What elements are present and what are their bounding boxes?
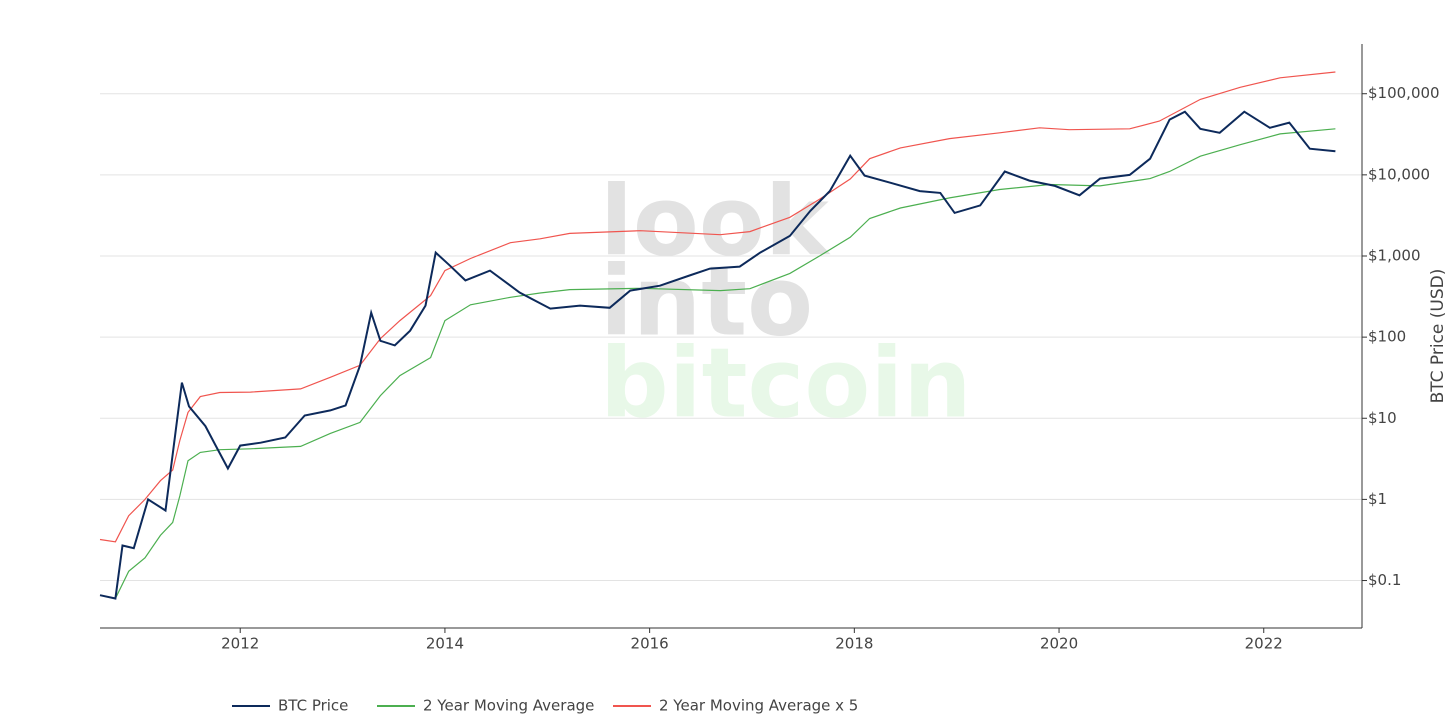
x-tick-label: 2012	[221, 635, 259, 653]
legend-label: 2 Year Moving Average x 5	[659, 697, 858, 715]
y-tick-label: $10	[1368, 409, 1397, 427]
y-tick-label: $1	[1368, 490, 1387, 508]
line-series	[99, 71, 1336, 543]
legend-label: 2 Year Moving Average	[423, 697, 594, 715]
legend-label: BTC Price	[278, 697, 348, 715]
x-tick-label: 2018	[835, 635, 873, 653]
x-tick-label: 2016	[631, 635, 669, 653]
x-tick-label: 2020	[1040, 635, 1078, 653]
y-tick-label: $0.1	[1368, 571, 1401, 589]
y-tick-label: $1,000	[1368, 246, 1421, 264]
line-series	[99, 110, 1336, 600]
x-tick-label: 2022	[1245, 635, 1283, 653]
watermark: bitcoin	[600, 327, 972, 439]
y-tick-label: $100	[1368, 328, 1406, 346]
y-tick-label: $100,000	[1368, 84, 1440, 102]
watermark: look	[600, 165, 831, 277]
y-axis-title: BTC Price (USD)	[1428, 269, 1448, 404]
watermark: into	[600, 245, 813, 357]
x-tick-label: 2014	[426, 635, 464, 653]
line-series	[114, 128, 1336, 599]
y-tick-label: $10,000	[1368, 165, 1430, 183]
